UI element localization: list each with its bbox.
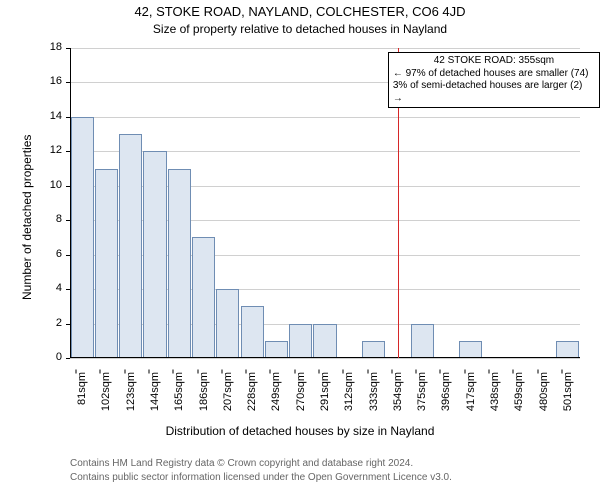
x-tick: 459sqm [513,372,525,412]
x-tick: 480sqm [538,372,550,412]
y-tick: 10 [40,179,62,191]
bar [143,151,166,358]
x-tick: 270sqm [295,372,307,412]
y-tick: 12 [40,144,62,156]
x-tick: 312sqm [343,372,355,412]
x-tick: 207sqm [222,372,234,412]
grid-line [70,48,580,49]
bar [459,341,482,358]
grid-line [70,358,580,359]
x-tick: 81sqm [76,372,88,412]
x-axis-line [70,357,580,358]
y-tick: 2 [40,317,62,329]
bar [216,289,239,358]
y-tick: 14 [40,110,62,122]
y-tick: 0 [40,351,62,363]
annotation-box: 42 STOKE ROAD: 355sqm ← 97% of detached … [388,52,600,108]
x-axis-label: Distribution of detached houses by size … [0,424,600,438]
bar [241,306,264,358]
x-tick: 501sqm [562,372,574,412]
y-tick: 16 [40,75,62,87]
bar [289,324,312,358]
footer-line-2: Contains public sector information licen… [70,472,452,483]
x-tick: 102sqm [100,372,112,412]
annotation-line-3: 3% of semi-detached houses are larger (2… [393,80,595,105]
y-tick: 18 [40,41,62,53]
bar [265,341,288,358]
annotation-line-1: 42 STOKE ROAD: 355sqm [393,55,595,68]
bar [168,169,191,358]
x-tick: 249sqm [270,372,282,412]
chart-canvas: 42, STOKE ROAD, NAYLAND, COLCHESTER, CO6… [0,0,600,500]
footer-line-1: Contains HM Land Registry data © Crown c… [70,458,413,469]
title-secondary: Size of property relative to detached ho… [0,22,600,36]
x-tick: 165sqm [173,372,185,412]
grid-line [70,117,580,118]
y-tick: 6 [40,248,62,260]
x-tick: 354sqm [392,372,404,412]
y-axis-line [70,48,71,358]
x-tick: 333sqm [368,372,380,412]
x-tick: 186sqm [198,372,210,412]
annotation-line-2: ← 97% of detached houses are smaller (74… [393,68,595,81]
x-tick: 123sqm [125,372,137,412]
bar [362,341,385,358]
x-tick: 417sqm [465,372,477,412]
bar [71,117,94,358]
x-tick: 144sqm [149,372,161,412]
bar [313,324,336,358]
title-primary: 42, STOKE ROAD, NAYLAND, COLCHESTER, CO6… [0,4,600,19]
bar [95,169,118,358]
x-tick: 438sqm [489,372,501,412]
bar [192,237,215,358]
x-tick: 375sqm [416,372,428,412]
bar [119,134,142,358]
x-tick: 396sqm [440,372,452,412]
x-tick: 291sqm [319,372,331,412]
bar [411,324,434,358]
y-tick: 4 [40,282,62,294]
y-axis-label: Number of detached properties [20,135,34,300]
x-tick: 228sqm [246,372,258,412]
bar [556,341,579,358]
y-tick: 8 [40,213,62,225]
